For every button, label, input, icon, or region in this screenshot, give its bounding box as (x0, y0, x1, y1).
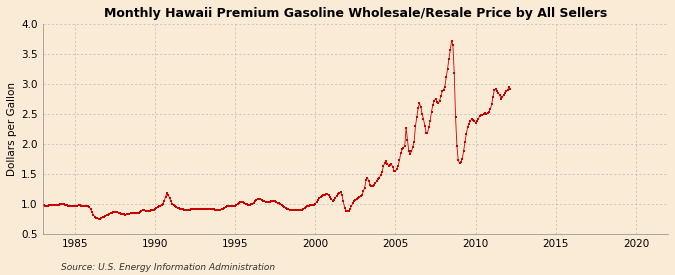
Text: Source: U.S. Energy Information Administration: Source: U.S. Energy Information Administ… (61, 263, 275, 272)
Title: Monthly Hawaii Premium Gasoline Wholesale/Resale Price by All Sellers: Monthly Hawaii Premium Gasoline Wholesal… (104, 7, 607, 20)
Y-axis label: Dollars per Gallon: Dollars per Gallon (7, 82, 17, 176)
